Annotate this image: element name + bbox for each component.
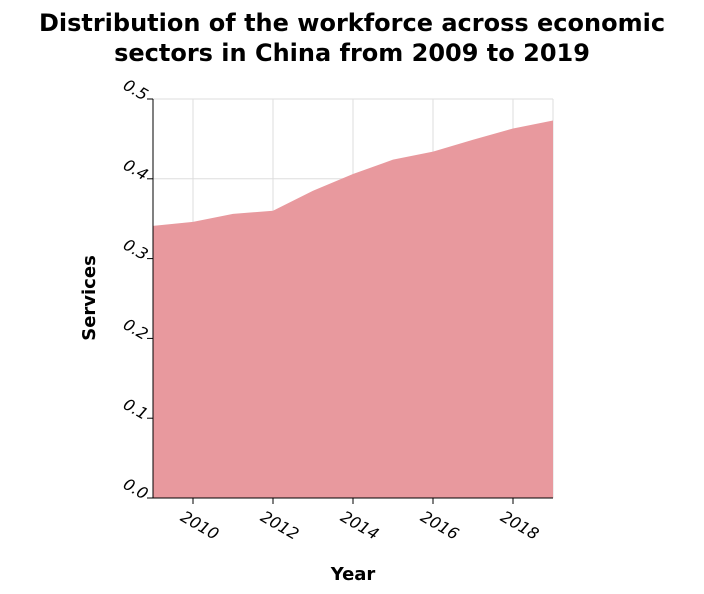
x-tick-label-2012: 2012 bbox=[257, 507, 302, 544]
chart-title-line-1: Distribution of the workforce across eco… bbox=[39, 9, 665, 37]
x-tick-label-2016: 2016 bbox=[417, 507, 462, 544]
x-axis-label: Year bbox=[330, 564, 376, 585]
y-tick-label-5: 0.5 bbox=[120, 75, 152, 104]
area-layer bbox=[153, 120, 553, 499]
area-series-0 bbox=[153, 120, 553, 499]
y-axis-label: Services bbox=[79, 255, 100, 341]
x-tick-label-2010: 2010 bbox=[177, 507, 222, 544]
y-tick-label-0: 0.0 bbox=[120, 474, 152, 503]
x-tick-label-2018: 2018 bbox=[497, 507, 542, 544]
y-tick-label-1: 0.1 bbox=[120, 394, 152, 423]
chart-title-line-2: sectors in China from 2009 to 2019 bbox=[114, 39, 590, 67]
y-tick-label-3: 0.3 bbox=[120, 235, 152, 264]
y-tick-label-4: 0.4 bbox=[120, 155, 152, 184]
x-tick-label-2014: 2014 bbox=[337, 507, 382, 544]
y-tick-label-2: 0.2 bbox=[120, 315, 152, 344]
